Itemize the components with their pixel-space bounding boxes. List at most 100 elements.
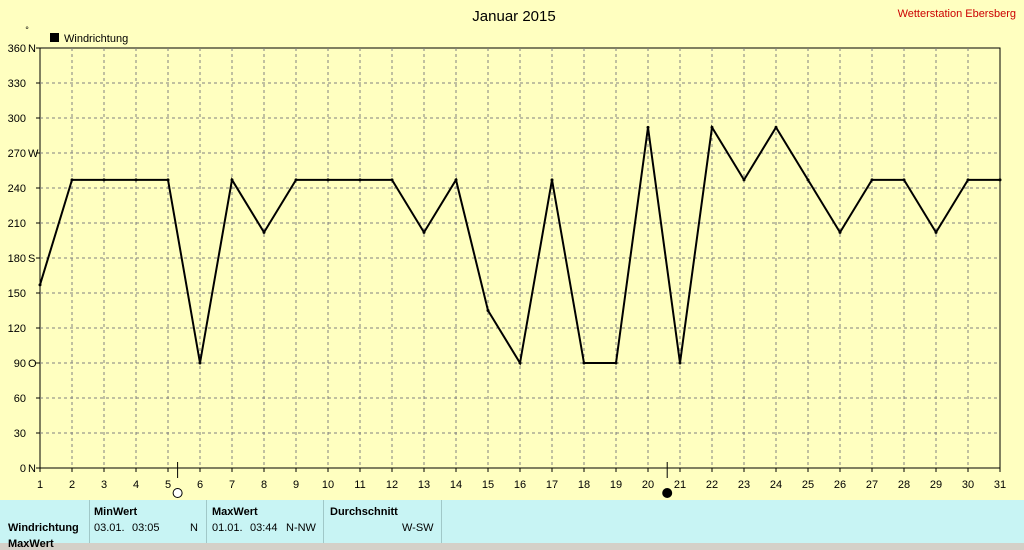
x-tick-label: 31	[994, 479, 1006, 491]
data-point	[102, 178, 106, 182]
data-point	[358, 178, 362, 182]
data-point	[582, 361, 586, 365]
x-tick-label: 15	[482, 479, 494, 491]
footer-avg-cell: Durchschnitt W-SW	[324, 500, 442, 543]
footer-max-cell: MaxWert 01.01. 03:44 N-NW	[207, 500, 324, 543]
data-point	[550, 178, 554, 182]
x-tick-label: 5	[165, 479, 171, 491]
summary-footer: Windrichtung MaxWert MinWert 03.01. 03:0…	[0, 500, 1024, 550]
data-point	[902, 178, 906, 182]
new-moon-icon	[662, 488, 673, 498]
max-time: 03:44	[250, 522, 278, 534]
x-tick-label: 22	[706, 479, 718, 491]
legend-swatch	[50, 33, 59, 42]
data-point	[870, 178, 874, 182]
min-header: MinWert	[94, 506, 138, 518]
footer-min-cell: MinWert 03.01. 03:05 N	[90, 500, 207, 543]
y-tick-direction: W	[28, 148, 39, 160]
x-tick-label: 30	[962, 479, 974, 491]
x-tick-label: 27	[866, 479, 878, 491]
data-point	[38, 283, 42, 287]
avg-header: Durchschnitt	[330, 506, 398, 518]
y-tick-label: 330	[8, 78, 26, 90]
row-label-maxwert: MaxWert	[8, 538, 54, 550]
x-tick-label: 2	[69, 479, 75, 491]
data-point	[326, 178, 330, 182]
data-point	[646, 125, 650, 129]
x-tick-label: 6	[197, 479, 203, 491]
y-tick-label: 90	[14, 358, 26, 370]
y-tick-direction: S	[28, 253, 35, 265]
data-point	[390, 178, 394, 182]
x-tick-label: 12	[386, 479, 398, 491]
x-tick-label: 3	[101, 479, 107, 491]
max-dir: N-NW	[286, 522, 316, 534]
y-tick-label: 180	[8, 253, 26, 265]
data-point	[998, 178, 1002, 182]
min-dir: N	[190, 522, 198, 534]
y-tick-direction: O	[28, 358, 37, 370]
data-point	[262, 230, 266, 234]
x-tick-label: 14	[450, 479, 462, 491]
data-point	[518, 361, 522, 365]
data-point	[230, 178, 234, 182]
min-time: 03:05	[132, 522, 160, 534]
x-tick-label: 10	[322, 479, 334, 491]
station-watermark: Wetterstation Ebersberg	[898, 8, 1016, 20]
y-tick-label: 360	[8, 43, 26, 55]
x-tick-label: 23	[738, 479, 750, 491]
unit-mark: °	[25, 25, 29, 35]
y-tick-direction: N	[28, 463, 36, 475]
max-date: 01.01.	[212, 522, 243, 534]
y-tick-label: 0	[20, 463, 26, 475]
max-header: MaxWert	[212, 506, 258, 518]
min-date: 03.01.	[94, 522, 125, 534]
data-point	[422, 230, 426, 234]
data-point	[966, 178, 970, 182]
x-tick-label: 19	[610, 479, 622, 491]
y-tick-label: 150	[8, 288, 26, 300]
x-tick-label: 20	[642, 479, 654, 491]
row-label-windrichtung: Windrichtung	[8, 522, 79, 534]
y-tick-label: 300	[8, 113, 26, 125]
x-tick-label: 24	[770, 479, 782, 491]
data-point	[774, 125, 778, 129]
data-point	[70, 178, 74, 182]
x-tick-label: 11	[354, 479, 365, 491]
legend-label: Windrichtung	[64, 33, 128, 45]
data-point	[742, 178, 746, 182]
y-tick-label: 30	[14, 428, 26, 440]
data-point	[454, 178, 458, 182]
x-tick-label: 17	[546, 479, 558, 491]
data-point	[838, 230, 842, 234]
data-point	[294, 178, 298, 182]
data-point	[198, 361, 202, 365]
data-point	[710, 125, 714, 129]
y-tick-label: 60	[14, 393, 26, 405]
y-tick-label: 270	[8, 148, 26, 160]
chart-title: Januar 2015	[472, 8, 555, 25]
y-tick-label: 120	[8, 323, 26, 335]
x-tick-label: 21	[674, 479, 686, 491]
data-point	[806, 178, 810, 182]
data-point	[486, 309, 490, 312]
data-point	[934, 230, 938, 234]
x-tick-label: 29	[930, 479, 942, 491]
data-point	[166, 178, 170, 182]
data-point	[134, 178, 138, 182]
x-tick-label: 16	[514, 479, 526, 491]
x-tick-label: 26	[834, 479, 846, 491]
x-tick-label: 7	[229, 479, 235, 491]
x-tick-label: 1	[37, 479, 43, 491]
y-tick-direction: N	[28, 43, 36, 55]
x-tick-label: 9	[293, 479, 299, 491]
y-tick-label: 240	[8, 183, 26, 195]
footer-labels-cell: Windrichtung MaxWert	[0, 500, 90, 550]
y-tick-label: 210	[8, 218, 26, 230]
data-point	[614, 361, 618, 365]
x-tick-label: 28	[898, 479, 910, 491]
x-tick-label: 25	[802, 479, 814, 491]
avg-dir: W-SW	[402, 522, 434, 534]
x-tick-label: 18	[578, 479, 590, 491]
